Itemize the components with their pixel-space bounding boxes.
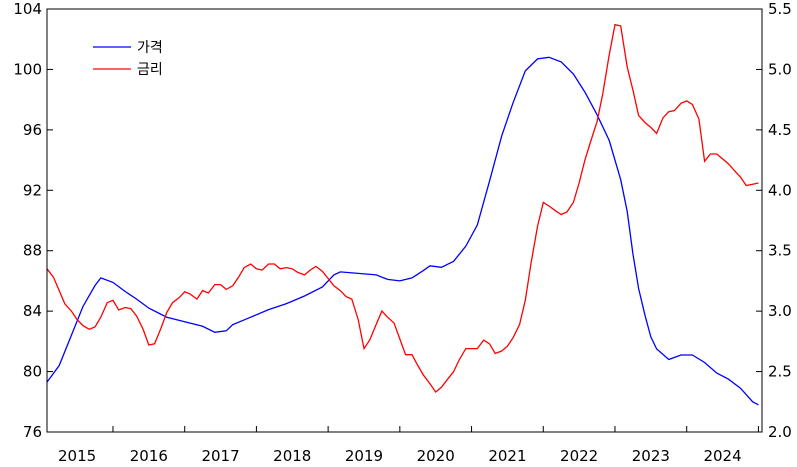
right-y-tick-label: 4.0: [768, 181, 792, 199]
x-tick-label: 2016: [130, 447, 168, 465]
x-tick-label: 2015: [58, 447, 96, 465]
x-tick-label: 2021: [488, 447, 526, 465]
right-y-tick-label: 5.5: [768, 0, 792, 18]
x-tick-label: 2020: [417, 447, 455, 465]
x-tick-label: 2017: [201, 447, 239, 465]
right-y-tick-label: 3.0: [768, 302, 792, 320]
left-y-tick-label: 88: [23, 242, 42, 260]
left-y-tick-label: 76: [23, 423, 42, 441]
series-layer: [46, 23, 759, 406]
x-tick-label: 2022: [560, 447, 598, 465]
left-y-tick-label: 84: [23, 302, 42, 320]
left-y-tick-label: 80: [23, 363, 42, 381]
x-axis: 2015 2016 2017 2018 2019 2020 2021 2022 2023 2024: [58, 426, 759, 465]
series-line-1: [46, 56, 759, 406]
x-tick-label: 2019: [345, 447, 383, 465]
series-line-2: [46, 23, 759, 394]
x-tick-label: 2018: [273, 447, 311, 465]
left-y-tick-label: 92: [23, 181, 42, 199]
left-y-tick-label: 100: [13, 60, 42, 78]
left-y-tick-label: 96: [23, 121, 42, 139]
right-y-tick-label: 5.0: [768, 60, 792, 78]
plot-frame: [46, 8, 763, 433]
legend-label: 금리: [137, 62, 163, 78]
right-y-tick-label: 2.5: [768, 363, 792, 381]
right-y-axis: 2.0 2.5 3.0 3.5 4.0 4.5 5.0 5.5: [756, 0, 792, 441]
x-tick-label: 2024: [703, 447, 741, 465]
left-y-axis: 76 80 84 88 92 96 100 104: [13, 0, 53, 441]
right-y-tick-label: 2.0: [768, 423, 792, 441]
right-y-tick-label: 4.5: [768, 121, 792, 139]
x-tick-label: 2023: [632, 447, 670, 465]
legend-label: 가격: [137, 40, 163, 56]
right-y-tick-label: 3.5: [768, 242, 792, 260]
left-y-tick-label: 104: [13, 0, 42, 18]
